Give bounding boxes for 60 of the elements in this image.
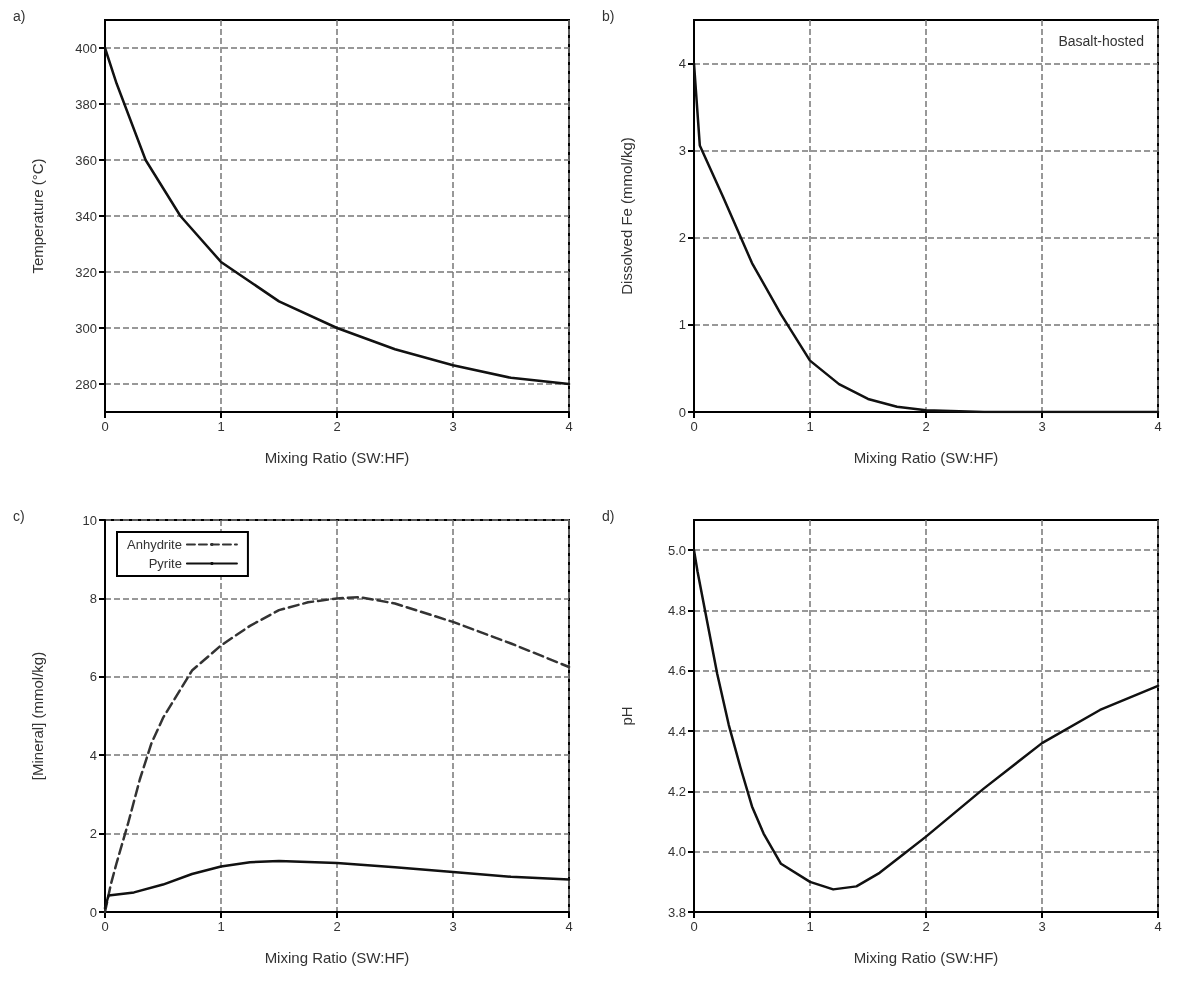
y-tick-label: 0 bbox=[89, 904, 97, 920]
chart-title: a) bbox=[13, 8, 26, 24]
x-tick-label: 1 bbox=[217, 419, 225, 434]
x-tick-label: 4 bbox=[1154, 419, 1162, 434]
y-tick-label: 4 bbox=[678, 56, 686, 72]
y-tick-label: 2 bbox=[89, 826, 97, 842]
x-tick-label: 3 bbox=[449, 419, 457, 434]
x-tick-label: 1 bbox=[806, 419, 814, 434]
y-tick-label: 340 bbox=[75, 208, 97, 224]
x-tick-label: 2 bbox=[333, 419, 341, 434]
y-tick-label: 4.8 bbox=[667, 602, 686, 618]
y-tick-label: 4.0 bbox=[667, 844, 686, 860]
x-axis-title: Mixing Ratio (SW:HF) bbox=[264, 449, 410, 466]
x-tick-label: 4 bbox=[565, 919, 573, 934]
x-tick-label: 2 bbox=[333, 919, 341, 934]
y-tick-label: 5.0 bbox=[667, 542, 686, 558]
legend-label: Pyrite bbox=[148, 556, 182, 571]
chart-title: d) bbox=[602, 508, 615, 524]
chart-title: b) bbox=[602, 8, 615, 24]
y-axis-title: pH bbox=[618, 706, 635, 726]
x-tick-label: 3 bbox=[1038, 419, 1046, 434]
x-tick-label: 4 bbox=[565, 419, 573, 434]
x-tick-label: 2 bbox=[922, 919, 930, 934]
y-tick-label: 2 bbox=[678, 230, 686, 246]
y-tick-label: 0 bbox=[678, 404, 686, 420]
x-axis-title: Mixing Ratio (SW:HF) bbox=[853, 949, 999, 966]
y-tick-label: 10 bbox=[82, 512, 97, 528]
legend-label: Anhydrite bbox=[127, 537, 182, 552]
x-tick-label: 3 bbox=[1038, 919, 1046, 934]
y-axis-title: [Mineral] (mmol/kg) bbox=[29, 651, 46, 781]
y-tick-label: 3.8 bbox=[667, 904, 686, 920]
y-tick-label: 360 bbox=[75, 152, 97, 168]
y-tick-label: 4.4 bbox=[667, 723, 686, 739]
y-tick-label: 400 bbox=[75, 40, 97, 56]
y-tick-label: 320 bbox=[75, 264, 97, 280]
chart-title: c) bbox=[13, 508, 25, 524]
annotation: Basalt-hosted bbox=[1058, 33, 1144, 49]
x-tick-label: 0 bbox=[101, 919, 109, 934]
y-tick-label: 4.2 bbox=[667, 783, 686, 799]
x-tick-label: 3 bbox=[449, 919, 457, 934]
x-tick-label: 1 bbox=[806, 919, 814, 934]
x-tick-label: 0 bbox=[690, 919, 698, 934]
y-tick-label: 1 bbox=[678, 317, 686, 333]
y-axis-title: Dissolved Fe (mmol/kg) bbox=[618, 137, 635, 295]
y-tick-label: 6 bbox=[89, 669, 97, 685]
y-tick-label: 4 bbox=[89, 747, 97, 763]
x-tick-label: 0 bbox=[101, 419, 109, 434]
y-tick-label: 300 bbox=[75, 320, 97, 336]
x-tick-label: 0 bbox=[690, 419, 698, 434]
x-tick-label: 2 bbox=[922, 419, 930, 434]
y-tick-label: 8 bbox=[89, 590, 97, 606]
y-axis-title: Temperature (°C) bbox=[29, 158, 46, 274]
y-tick-label: 280 bbox=[75, 376, 97, 392]
y-tick-label: 3 bbox=[678, 143, 686, 159]
x-tick-label: 1 bbox=[217, 919, 225, 934]
y-tick-label: 4.6 bbox=[667, 663, 686, 679]
x-tick-label: 4 bbox=[1154, 919, 1162, 934]
x-axis-title: Mixing Ratio (SW:HF) bbox=[264, 949, 410, 966]
x-axis-title: Mixing Ratio (SW:HF) bbox=[853, 449, 999, 466]
y-tick-label: 380 bbox=[75, 96, 97, 112]
